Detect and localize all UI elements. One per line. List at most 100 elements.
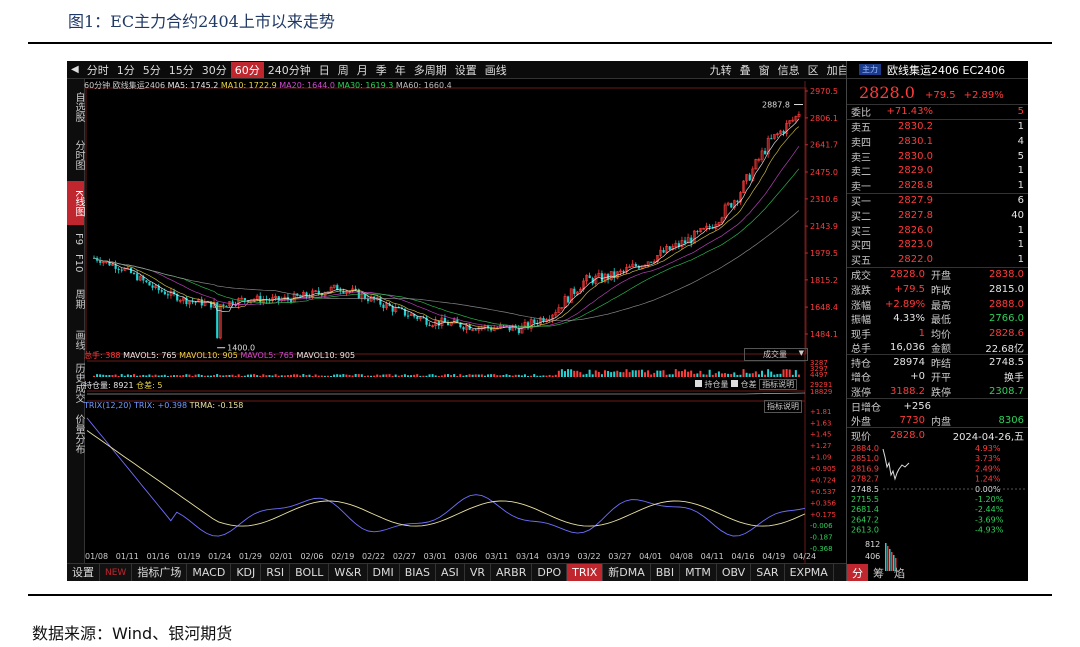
volume-bar bbox=[603, 370, 606, 377]
indicator-tab-19[interactable]: SAR bbox=[751, 563, 785, 581]
toolbar-right-3[interactable]: 信息 bbox=[777, 63, 800, 77]
period-tab-9[interactable]: 月 bbox=[356, 63, 368, 77]
left-tab-6[interactable]: 画线 bbox=[73, 330, 84, 350]
candle-body bbox=[391, 306, 394, 312]
figure-title: 图1：EC主力合约2404上市以来走势 bbox=[68, 12, 335, 31]
indicator-tab-17[interactable]: MTM bbox=[680, 563, 717, 581]
stat-val2-8: 2308.7 bbox=[989, 385, 1024, 397]
volume-bar bbox=[133, 374, 136, 377]
toolbar-right-2[interactable]: 窗 bbox=[758, 63, 770, 77]
volume-bar bbox=[385, 374, 388, 377]
indicator-tab-16[interactable]: BBI bbox=[651, 563, 681, 581]
indicator-tab-13[interactable]: DPO bbox=[532, 563, 568, 581]
oi-explain-button[interactable]: 指标说明 bbox=[759, 379, 798, 390]
volume-bar bbox=[305, 375, 308, 377]
stat-row-7: 增仓 +0 开平 换手 bbox=[847, 370, 1028, 384]
indicator-tab-18[interactable]: OBV bbox=[717, 563, 752, 581]
period-tab-2[interactable]: 5分 bbox=[142, 63, 161, 77]
indicator-tab-11[interactable]: VR bbox=[465, 563, 491, 581]
period-tab-12[interactable]: 多周期 bbox=[413, 63, 447, 77]
price-axis-label-0: 2970.5 bbox=[810, 87, 838, 96]
period-tab-6[interactable]: 240分钟 bbox=[267, 63, 311, 77]
left-tab-2[interactable]: K线图 bbox=[67, 181, 84, 225]
toolbar-right-1[interactable]: 叠 bbox=[739, 63, 751, 77]
mini-right-5: -1.20% bbox=[975, 495, 1004, 504]
period-tab-8[interactable]: 周 bbox=[337, 63, 349, 77]
volume-bar bbox=[727, 373, 730, 377]
period-tab-13[interactable]: 设置 bbox=[454, 63, 477, 77]
mini-tab-1[interactable]: 筹 bbox=[873, 567, 884, 580]
volume-bar bbox=[520, 375, 523, 377]
volume-bar bbox=[487, 374, 490, 377]
period-tab-11[interactable]: 年 bbox=[394, 63, 406, 77]
indicator-tab-14[interactable]: TRIX bbox=[567, 563, 604, 581]
candle-body bbox=[178, 299, 182, 302]
stat-key-4: 现手 bbox=[851, 329, 871, 341]
period-tab-1[interactable]: 1分 bbox=[116, 63, 135, 77]
left-tab-0[interactable]: 自选股 bbox=[73, 92, 84, 122]
period-tab-4[interactable]: 30分 bbox=[201, 63, 227, 77]
trix-explain-button[interactable]: 指标说明 bbox=[764, 400, 802, 413]
left-tab-3[interactable]: F9 bbox=[73, 232, 84, 246]
price-line: 2828.0 +79.5 +2.89% bbox=[847, 79, 1028, 105]
period-tab-3[interactable]: 15分 bbox=[168, 63, 194, 77]
period-tab-10[interactable]: 季 bbox=[375, 63, 387, 77]
indicator-tab-3[interactable]: MACD bbox=[187, 563, 232, 581]
stat-val2-5: 22.68亿 bbox=[985, 343, 1024, 355]
candle-body bbox=[382, 304, 385, 308]
left-tab-5[interactable]: 周期 bbox=[73, 289, 84, 309]
volume-bar bbox=[582, 374, 585, 377]
left-tab-8[interactable]: 价量分布 bbox=[73, 414, 84, 454]
candle-body bbox=[188, 301, 191, 305]
checkbox-oi[interactable] bbox=[695, 380, 702, 387]
volume-dropdown[interactable]: 成交量 ▼ bbox=[744, 348, 808, 361]
volume-bar bbox=[231, 374, 234, 377]
indicator-tab-12[interactable]: ARBR bbox=[491, 563, 533, 581]
mini-tab-2[interactable]: 焰 bbox=[894, 567, 905, 580]
candle-body bbox=[779, 130, 782, 135]
volume-bar bbox=[416, 374, 419, 377]
indicator-tab-1[interactable]: NEW bbox=[100, 563, 133, 581]
mini-vol-bar bbox=[893, 554, 895, 571]
indicator-tab-7[interactable]: W&R bbox=[329, 563, 368, 581]
checkbox-chg[interactable] bbox=[731, 380, 739, 387]
high-label: 2887.8 bbox=[762, 101, 790, 110]
bid-price-2: 2826.0 bbox=[898, 224, 933, 236]
indicator-tab-9[interactable]: BIAS bbox=[400, 563, 437, 581]
volume-bar bbox=[791, 374, 794, 377]
volume-bar bbox=[154, 374, 157, 377]
volume-bar bbox=[216, 374, 219, 377]
candle-body bbox=[237, 298, 241, 306]
candle-body bbox=[302, 292, 305, 297]
indicator-tab-15[interactable]: 新DMA bbox=[603, 563, 651, 581]
indicator-tab-2[interactable]: 指标广场 bbox=[132, 563, 188, 581]
period-tab-14[interactable]: 画线 bbox=[484, 63, 507, 77]
period-tab-5[interactable]: 60分 bbox=[230, 61, 264, 78]
indicator-tab-8[interactable]: DMI bbox=[368, 563, 400, 581]
period-tab-7[interactable]: 日 bbox=[318, 63, 330, 77]
left-tab-7[interactable]: 历史成交 bbox=[73, 363, 84, 403]
left-tab-1[interactable]: 分时图 bbox=[73, 140, 84, 170]
nav-first-icon[interactable]: ◀ bbox=[71, 64, 79, 75]
indicator-tab-4[interactable]: KDJ bbox=[231, 563, 262, 581]
volume-bar bbox=[240, 375, 243, 377]
candle-body bbox=[656, 255, 659, 262]
volume-bar bbox=[249, 374, 252, 377]
candle-body bbox=[791, 119, 795, 122]
mini-tab-0[interactable]: 分 bbox=[847, 564, 868, 581]
volume-bar bbox=[576, 370, 579, 377]
period-tab-0[interactable]: 分时 bbox=[86, 63, 109, 77]
volume-bar bbox=[145, 375, 148, 377]
toolbar-right-4[interactable]: 区 bbox=[807, 63, 819, 77]
toolbar-right-0[interactable]: 九转 bbox=[709, 63, 732, 77]
indicator-tab-20[interactable]: EXPMA bbox=[785, 563, 834, 581]
indicator-tab-5[interactable]: RSI bbox=[261, 563, 291, 581]
left-tab-4[interactable]: F10 bbox=[73, 253, 84, 273]
indicator-tab-0[interactable]: 设置 bbox=[67, 563, 100, 581]
ask-row-3: 卖二 2829.0 1 bbox=[847, 163, 1028, 178]
candle-body bbox=[748, 174, 751, 181]
indicator-tab-6[interactable]: BOLL bbox=[290, 563, 330, 581]
candle-body bbox=[191, 301, 194, 303]
indicator-tab-10[interactable]: ASI bbox=[436, 563, 465, 581]
candle-body bbox=[416, 316, 419, 319]
